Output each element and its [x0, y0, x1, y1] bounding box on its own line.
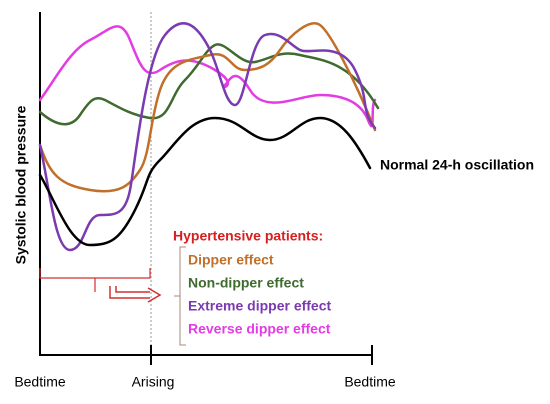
legend-entry: Reverse dipper effect: [188, 321, 331, 337]
dipper-curve: [38, 22, 377, 193]
legend-entry: Dipper effect: [188, 252, 274, 268]
arrow-head: [147, 287, 162, 303]
x-label: Bedtime: [344, 374, 396, 390]
normal-label: Normal 24-h oscillation: [380, 157, 534, 173]
y-axis-label: Systolic blood pressure: [13, 105, 29, 264]
non-dipper-curve: [38, 43, 380, 126]
normal-curve: [38, 116, 372, 247]
extreme-dipper-curve: [38, 22, 377, 252]
legend-title: Hypertensive patients:: [173, 228, 323, 244]
x-label: Bedtime: [14, 374, 66, 390]
red-bracket: [39, 268, 151, 292]
legend-entry: Extreme dipper effect: [188, 298, 331, 314]
legend-bracket: [174, 246, 186, 346]
reverse-dipper-curve: [38, 25, 377, 128]
legend-entry: Non-dipper effect: [188, 275, 304, 291]
x-label: Arising: [132, 374, 175, 390]
arrow: [109, 286, 150, 299]
